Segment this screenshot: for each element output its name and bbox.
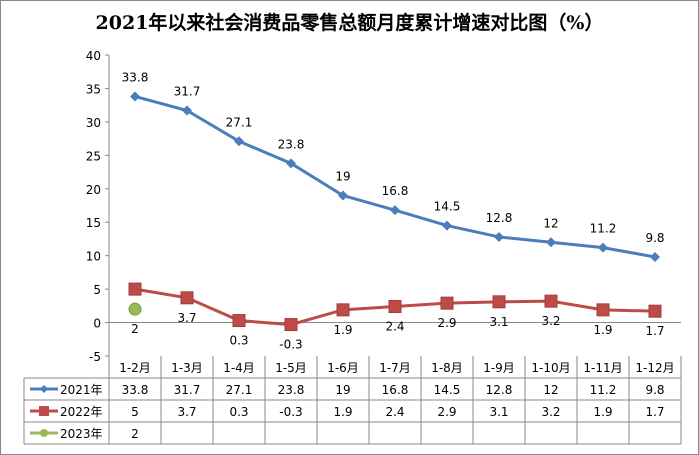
data-point-2021年 [338,190,348,201]
data-label-2021年: 27.1 [226,115,253,129]
data-point-2022年 [128,282,142,296]
data-point-2022年 [596,303,610,317]
legend-marker-icon [40,429,48,437]
table-cell: 0.3 [229,405,248,419]
data-label-2023年: 2 [131,322,139,336]
legend-marker-icon [40,385,48,393]
data-label-2021年: 16.8 [382,184,409,198]
legend-label: 2021年 [60,383,103,397]
data-label-2021年: 33.8 [122,70,149,84]
table-cell: 9.8 [645,383,664,397]
data-point-2021年 [650,252,660,263]
data-point-2021年 [546,237,556,248]
y-tick-label: 20 [86,183,101,197]
y-tick-label: 10 [86,250,101,264]
x-category-label: 1-3月 [171,361,203,375]
series-line-2021年 [134,95,656,259]
x-category-label: 1-4月 [223,361,255,375]
table-cell: 2.4 [385,405,404,419]
x-category-label: 1-10月 [531,361,570,375]
data-label-2022年: 3.2 [541,314,560,328]
data-point-2022年 [284,318,298,332]
table-cell: 11.2 [590,383,617,397]
y-tick-label: 25 [86,149,101,163]
data-label-2022年: 2.4 [385,320,404,334]
data-label-2021年: 23.8 [278,137,305,151]
data-label-2021年: 12 [543,216,558,230]
table-cell: 19 [335,383,350,397]
table-cell: -0.3 [279,405,302,419]
data-label-2021年: 31.7 [174,85,201,99]
data-point-2021年 [130,91,140,102]
data-label-2022年: 1.9 [333,323,352,337]
table-cell: 23.8 [278,383,305,397]
data-point-2022年 [232,314,246,328]
table-cell: 5 [131,405,139,419]
data-label-2022年: 0.3 [229,334,248,348]
x-category-label: 1-11月 [583,361,622,375]
data-point-2022年 [440,296,454,310]
table-cell: 1.9 [593,405,612,419]
table-cell: 33.8 [122,383,149,397]
chart-title: 2021年以来社会消费品零售总额月度累计增速对比图（%） [95,12,604,34]
data-point-2021年 [182,105,192,116]
data-label-2022年: 3.7 [177,311,196,325]
legend-label: 2022年 [60,405,103,419]
data-point-2021年 [494,231,504,242]
y-tick-label: 35 [86,82,101,96]
data-point-2021年 [234,136,244,147]
x-category-label: 1-2月 [119,361,151,375]
data-point-2023年 [128,302,142,316]
table-cell: 3.7 [177,405,196,419]
x-category-label: 1-5月 [275,361,307,375]
x-category-label: 1-7月 [379,361,411,375]
legend-marker-icon [39,406,49,416]
y-tick-label: 30 [86,116,101,130]
data-label-2022年: 2.9 [437,316,456,330]
table-cell: 12.8 [486,383,513,397]
table-cell: 3.2 [541,405,560,419]
data-label-2021年: 14.5 [434,200,461,214]
table-cell: 1.7 [645,405,664,419]
data-point-2021年 [442,220,452,231]
data-point-2021年 [286,158,296,169]
x-category-label: 1-9月 [483,361,515,375]
data-point-2022年 [492,295,506,309]
data-label-2022年: -0.3 [279,338,302,352]
data-label-2022年: 3.1 [489,315,508,329]
x-category-label: 1-6月 [327,361,359,375]
data-label-2021年: 11.2 [590,222,617,236]
data-label-2021年: 9.8 [645,231,664,245]
data-label-2021年: 12.8 [486,211,513,225]
data-point-2021年 [390,205,400,216]
data-point-2022年 [336,303,350,317]
y-tick-label: 40 [86,49,101,63]
table-cell: 1.9 [333,405,352,419]
data-point-2021年 [598,242,608,253]
table-cell: 16.8 [382,383,409,397]
y-tick-label: -5 [89,350,101,364]
table-cell: 31.7 [174,383,201,397]
y-tick-label: 0 [93,317,101,331]
x-category-label: 1-12月 [635,361,674,375]
data-point-2022年 [180,291,194,305]
legend-label: 2023年 [60,427,103,441]
table-cell: 2 [131,427,139,441]
data-label-2022年: 1.9 [593,323,612,337]
data-label-2021年: 19 [335,169,350,183]
table-cell: 2.9 [437,405,456,419]
table-cell: 3.1 [489,405,508,419]
data-point-2022年 [388,300,402,314]
x-category-label: 1-8月 [431,361,463,375]
y-tick-label: 15 [86,216,101,230]
data-point-2022年 [648,304,662,318]
y-tick-label: 5 [93,283,101,297]
table-cell: 14.5 [434,383,461,397]
table-cell: 27.1 [226,383,253,397]
table-cell: 12 [543,383,558,397]
data-label-2022年: 1.7 [645,324,664,338]
data-point-2022年 [544,294,558,308]
